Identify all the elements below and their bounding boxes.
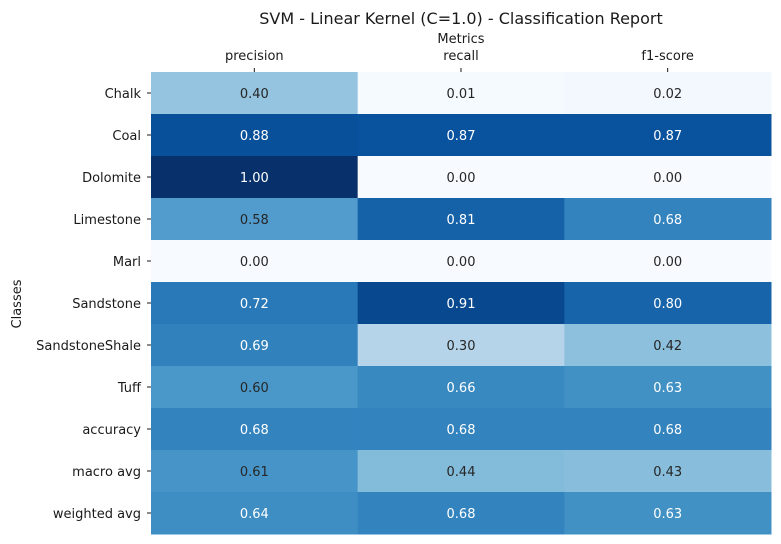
cell-value-label: 0.44 [447, 465, 476, 480]
heatmap-cell [564, 450, 772, 493]
cell-value-label: 0.88 [240, 129, 269, 144]
heatmap-cell [564, 114, 772, 157]
row-tick-label: Sandstone [72, 297, 141, 312]
cell-value-label: 0.68 [653, 213, 682, 228]
heatmap-cell [564, 282, 772, 325]
cell-value-label: 0.68 [447, 423, 476, 438]
heatmap-cell [357, 72, 565, 115]
column-tick-labels: precision recall f1-score [225, 49, 694, 72]
cell-value-label: 0.42 [653, 339, 682, 354]
cell-value-label: 0.66 [447, 381, 476, 396]
heatmap-cell [151, 366, 359, 409]
heatmap-cell [151, 450, 359, 493]
cell-value-label: 0.00 [240, 255, 269, 270]
cell-value-label: 0.01 [447, 87, 476, 102]
heatmap-cell [151, 324, 359, 367]
heatmap-cell [357, 450, 565, 493]
cell-value-label: 0.91 [447, 297, 476, 312]
row-tick-label: Chalk [105, 87, 142, 102]
heatmap-cell [151, 114, 359, 157]
row-tick-label: Tuff [117, 381, 142, 396]
cell-value-label: 0.87 [653, 129, 682, 144]
cell-value-label: 0.68 [447, 507, 476, 522]
row-tick-label: macro avg [72, 465, 141, 480]
cell-value-label: 0.68 [240, 423, 269, 438]
cell-value-label: 0.63 [653, 507, 682, 522]
x-axis-label: Metrics [437, 32, 484, 47]
heatmap-cell [151, 282, 359, 325]
column-tick-label: recall [443, 49, 478, 64]
heatmap-cell [564, 72, 772, 115]
cell-value-label: 0.00 [653, 255, 682, 270]
cell-value-label: 0.81 [447, 213, 476, 228]
cell-value-label: 0.58 [240, 213, 269, 228]
row-tick-label: accuracy [82, 423, 141, 438]
heatmap-cell [151, 198, 359, 241]
chart-title: SVM - Linear Kernel (C=1.0) - Classifica… [259, 9, 662, 28]
heatmap-cell [357, 240, 565, 283]
cell-value-label: 0.00 [447, 171, 476, 186]
heatmap-cell [151, 156, 359, 199]
heatmap-cell [357, 156, 565, 199]
cell-value-label: 0.00 [447, 255, 476, 270]
row-tick-label: Dolomite [82, 171, 141, 186]
heatmap-cell [564, 324, 772, 367]
heatmap-cells: 0.40 0.01 0.02 0.88 0.87 0.87 1.00 0.00 0.00 0.58… [151, 72, 772, 535]
cell-value-label: 0.00 [653, 171, 682, 186]
cell-value-label: 0.43 [653, 465, 682, 480]
row-tick-label: Coal [112, 129, 141, 144]
cell-value-label: 0.69 [240, 339, 269, 354]
heatmap-cell [564, 240, 772, 283]
heatmap-cell [564, 198, 772, 241]
cell-value-label: 0.87 [447, 129, 476, 144]
cell-value-label: 0.30 [447, 339, 476, 354]
column-tick-label: precision [225, 49, 284, 64]
row-tick-labels: ChalkCoalDolomiteLimestoneMarlSandstoneS… [36, 87, 151, 522]
cell-value-label: 0.02 [653, 87, 682, 102]
row-tick-label: SandstoneShale [36, 339, 141, 354]
cell-value-label: 1.00 [240, 171, 269, 186]
cell-value-label: 0.63 [653, 381, 682, 396]
heatmap-cell [357, 366, 565, 409]
heatmap-cell [357, 282, 565, 325]
cell-value-label: 0.72 [240, 297, 269, 312]
cell-value-label: 0.40 [240, 87, 269, 102]
y-axis-label: Classes [10, 279, 25, 328]
heatmap-cell [151, 240, 359, 283]
heatmap-cell [564, 408, 772, 451]
row-tick-label: Limestone [73, 213, 141, 228]
cell-value-label: 0.60 [240, 381, 269, 396]
heatmap-cell [564, 366, 772, 409]
cell-value-label: 0.61 [240, 465, 269, 480]
heatmap-cell [151, 72, 359, 115]
heatmap-cell [357, 492, 565, 535]
heatmap-cell [357, 198, 565, 241]
heatmap-cell [564, 492, 772, 535]
cell-value-label: 0.80 [653, 297, 682, 312]
heatmap-cell [151, 408, 359, 451]
cell-value-label: 0.64 [240, 507, 269, 522]
heatmap-cell [357, 114, 565, 157]
row-tick-label: weighted avg [53, 507, 141, 522]
heatmap-cell [357, 324, 565, 367]
heatmap-cell [151, 492, 359, 535]
row-tick-label: Marl [113, 255, 141, 270]
cell-value-label: 0.68 [653, 423, 682, 438]
heatmap-cell [357, 408, 565, 451]
heatmap-cell [564, 156, 772, 199]
column-tick-label: f1-score [641, 49, 693, 64]
